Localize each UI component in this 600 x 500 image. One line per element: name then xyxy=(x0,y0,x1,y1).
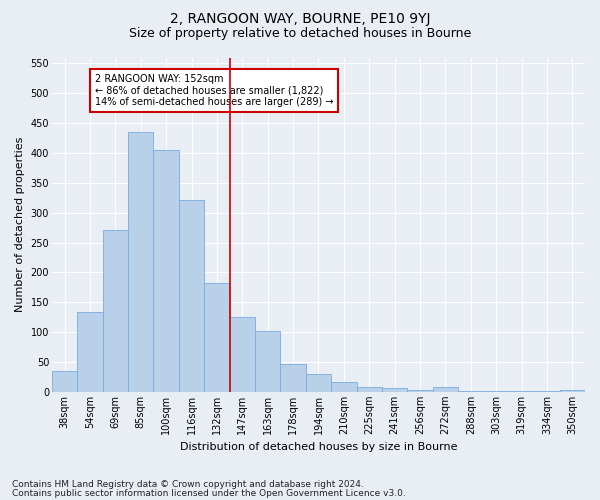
Bar xyxy=(77,312,103,392)
Bar xyxy=(255,331,280,392)
Bar xyxy=(154,150,179,392)
Text: Contains public sector information licensed under the Open Government Licence v3: Contains public sector information licen… xyxy=(12,489,406,498)
Y-axis label: Number of detached properties: Number of detached properties xyxy=(15,137,25,312)
Bar xyxy=(433,387,458,392)
X-axis label: Distribution of detached houses by size in Bourne: Distribution of detached houses by size … xyxy=(180,442,457,452)
Text: Size of property relative to detached houses in Bourne: Size of property relative to detached ho… xyxy=(129,28,471,40)
Text: 2 RANGOON WAY: 152sqm
← 86% of detached houses are smaller (1,822)
14% of semi-d: 2 RANGOON WAY: 152sqm ← 86% of detached … xyxy=(95,74,333,108)
Bar xyxy=(204,283,230,392)
Text: 2, RANGOON WAY, BOURNE, PE10 9YJ: 2, RANGOON WAY, BOURNE, PE10 9YJ xyxy=(170,12,430,26)
Bar xyxy=(306,374,331,392)
Bar xyxy=(103,230,128,392)
Bar xyxy=(280,364,306,392)
Bar xyxy=(179,200,204,392)
Bar xyxy=(356,387,382,392)
Bar xyxy=(560,390,585,392)
Bar xyxy=(407,390,433,392)
Bar xyxy=(382,388,407,392)
Text: Contains HM Land Registry data © Crown copyright and database right 2024.: Contains HM Land Registry data © Crown c… xyxy=(12,480,364,489)
Bar xyxy=(230,316,255,392)
Bar xyxy=(458,390,484,392)
Bar xyxy=(128,132,154,392)
Bar xyxy=(331,382,356,392)
Bar xyxy=(509,390,534,392)
Bar xyxy=(52,371,77,392)
